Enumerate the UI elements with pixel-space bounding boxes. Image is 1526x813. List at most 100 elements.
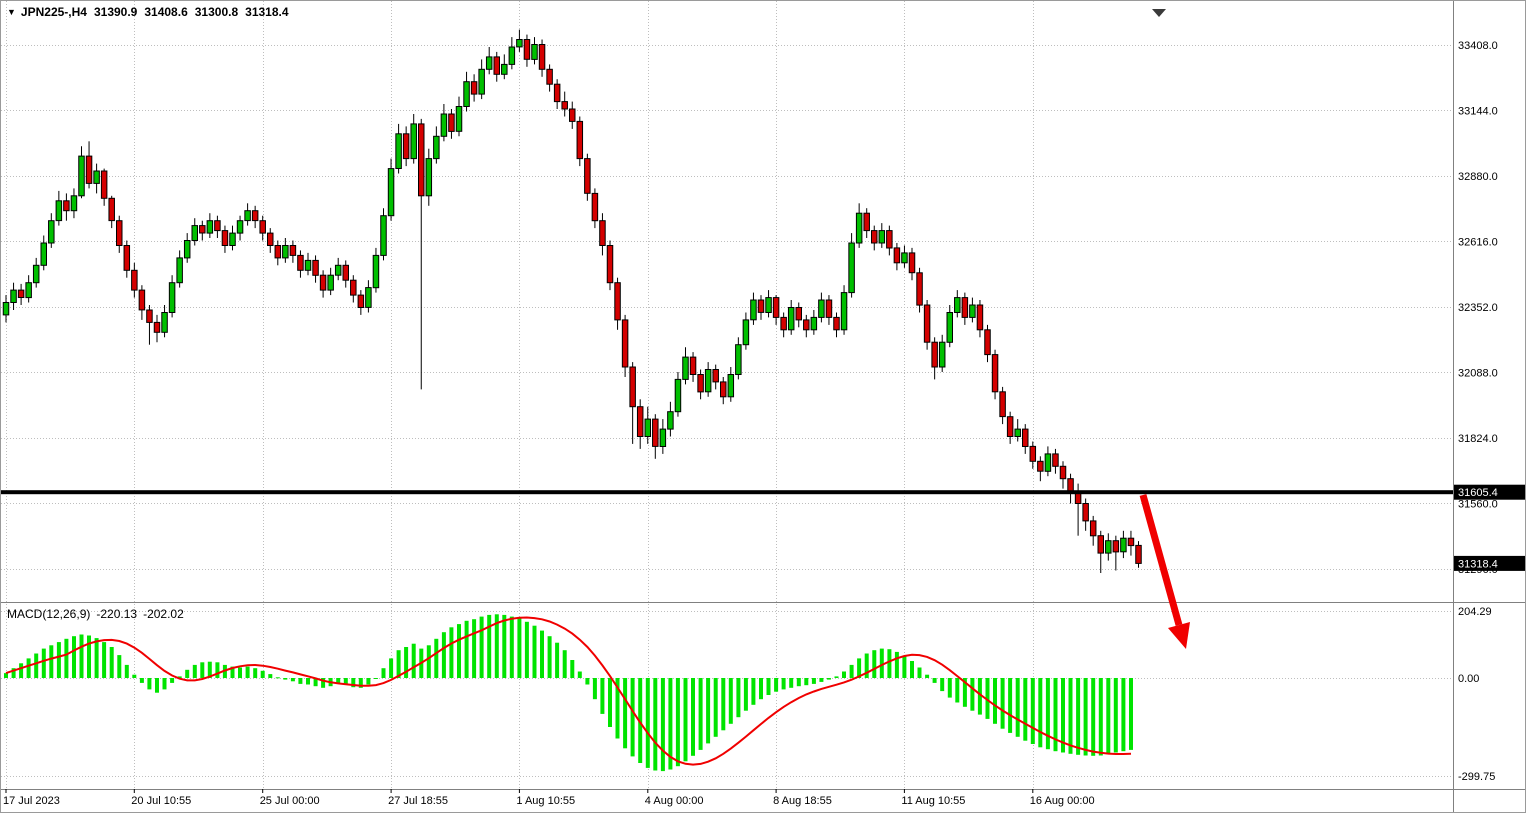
candle-body [402, 133, 410, 160]
macd-bar [517, 618, 522, 678]
candle-body [825, 299, 833, 318]
macd-bar [962, 678, 967, 707]
macd-bar [1068, 678, 1073, 754]
macd-bar [351, 678, 356, 688]
macd-bar [675, 678, 680, 767]
macd-bar [4, 673, 8, 678]
macd-bar [1106, 678, 1111, 755]
price-axis[interactable]: 33408.0 33144.0 32880.0 32616.0 32352.0 32088… [1458, 40, 1498, 783]
time-axis[interactable]: 17 Jul 2023 20 Jul 10:55 25 Jul 00:00 27 Ju… [3, 789, 1095, 807]
macd-bar [766, 678, 771, 695]
macd-bar [49, 645, 54, 678]
macd-bar [743, 678, 748, 711]
candle-body [259, 220, 266, 234]
macd-bar [736, 678, 741, 718]
candle-body [55, 200, 63, 222]
candle-body [599, 220, 606, 246]
candle-body [372, 254, 380, 289]
candle-body [1006, 416, 1014, 438]
candle-body [614, 282, 621, 321]
macd-bar [253, 668, 258, 678]
macd-bar [570, 660, 575, 678]
macd-bar [728, 678, 733, 724]
macd-bar [19, 663, 24, 678]
symbol-dropdown-icon[interactable]: ▼ [7, 7, 16, 17]
macd-bar [834, 676, 839, 678]
macd-bar [706, 678, 711, 744]
price-marker-box [1454, 484, 1525, 500]
macd-bar [313, 678, 318, 687]
candles-layer [2, 29, 1142, 573]
macd-bar [774, 678, 779, 692]
candle-body [350, 279, 357, 296]
candle-body [803, 319, 810, 331]
candle-body [878, 230, 886, 244]
candle-body [901, 252, 908, 264]
candle-body [1112, 540, 1120, 553]
macd-bar [524, 621, 529, 678]
horizontal-line-object[interactable] [1, 490, 1453, 495]
macd-bar [509, 616, 514, 678]
candle-body [123, 245, 131, 271]
candle-body [25, 282, 32, 299]
macd-bar [275, 677, 280, 679]
macd-bar [1121, 678, 1126, 752]
macd-bar [434, 638, 439, 678]
candle-body [1082, 503, 1089, 522]
macd-bar [615, 678, 620, 739]
macd-bar [472, 619, 477, 678]
time-tick-label: 25 Jul 00:00 [260, 795, 320, 807]
candle-body [516, 39, 523, 48]
macd-bar [985, 678, 990, 719]
macd-bar [1129, 678, 1133, 750]
price-tick-label: 32616.0 [1458, 237, 1498, 249]
indicator-macd-value: -220.13 [96, 607, 138, 621]
candle-body [961, 297, 969, 318]
macd-bar [11, 668, 16, 678]
macd-bar [1023, 678, 1028, 741]
candle-body [984, 329, 991, 356]
macd-bar [102, 642, 107, 678]
candle-body [17, 289, 25, 299]
candle-body [418, 123, 425, 197]
candle-body [840, 292, 848, 331]
candle-body [523, 39, 531, 60]
candle-body [561, 101, 568, 110]
macd-bar [336, 678, 341, 684]
candle-body [538, 44, 546, 70]
time-tick-label: 17 Jul 2023 [3, 795, 60, 807]
candle-body [2, 302, 10, 316]
indicator-label: MACD(12,26,9) -220.13 -202.02 [7, 607, 190, 621]
candle-body [501, 63, 508, 75]
candle-body [168, 282, 176, 314]
candle-body [667, 411, 674, 430]
macd-bar [449, 627, 454, 678]
macd-bar [1113, 678, 1118, 753]
chart-shift-marker-icon[interactable] [1152, 9, 1166, 17]
candle-body [569, 108, 576, 122]
macd-bar [238, 667, 242, 678]
arrow-annotation[interactable] [1139, 494, 1190, 649]
candle-body [191, 225, 198, 242]
macd-bar [585, 678, 590, 685]
time-tick-label: 11 Aug 10:55 [901, 795, 965, 807]
candle-body [1135, 544, 1142, 564]
macd-bar [366, 678, 371, 685]
macd-bar [947, 678, 952, 698]
candle-body [795, 307, 802, 321]
macd-bar [94, 638, 99, 678]
macd-bar [608, 678, 612, 727]
candle-body [206, 220, 214, 234]
macd-bar [1045, 678, 1050, 750]
macd-bar [170, 678, 175, 683]
macd-bar [660, 678, 665, 772]
candle-body [969, 304, 976, 318]
candle-body [116, 220, 123, 246]
macd-bar [668, 678, 673, 770]
macd-bar [796, 678, 801, 687]
macd-bar [910, 661, 914, 678]
candle-body [214, 220, 221, 232]
